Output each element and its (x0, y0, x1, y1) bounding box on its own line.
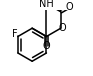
Text: O: O (65, 2, 73, 12)
Text: F: F (12, 29, 17, 39)
Text: O: O (59, 23, 66, 33)
Text: O: O (43, 41, 50, 51)
Text: NH: NH (39, 0, 54, 9)
